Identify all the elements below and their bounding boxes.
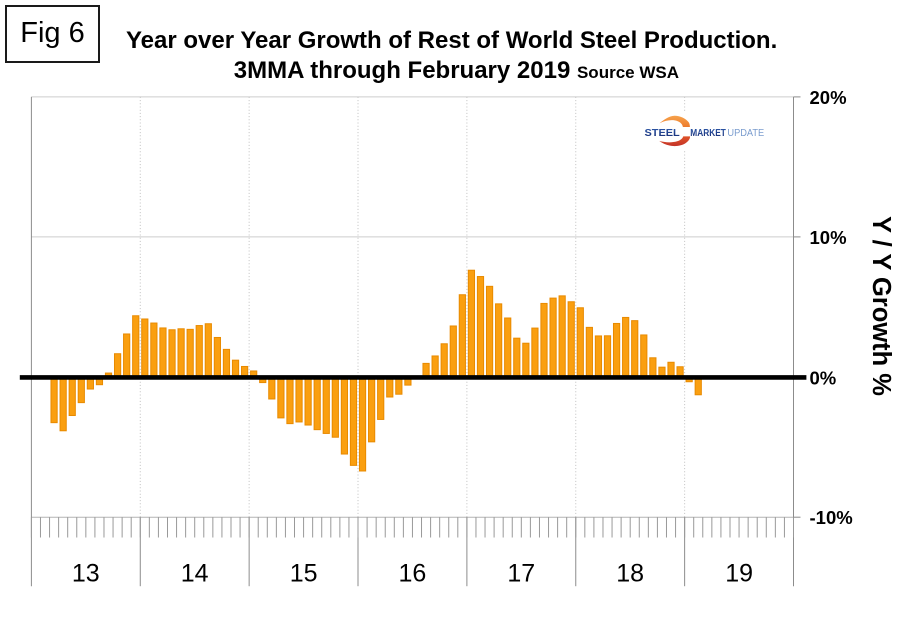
svg-text:MARKET: MARKET	[690, 128, 726, 139]
svg-text:19: 19	[725, 559, 753, 587]
svg-text:Y / Y Growth %: Y / Y Growth %	[867, 216, 895, 396]
svg-text:0%: 0%	[810, 367, 837, 388]
svg-text:16: 16	[398, 559, 426, 587]
svg-text:18: 18	[616, 559, 644, 587]
svg-text:20%: 20%	[810, 87, 847, 108]
svg-text:10%: 10%	[810, 227, 847, 248]
svg-text:17: 17	[507, 559, 535, 587]
svg-text:-10%: -10%	[810, 507, 853, 528]
svg-text:15: 15	[290, 559, 318, 587]
svg-text:UPDATE: UPDATE	[727, 128, 764, 139]
svg-text:13: 13	[72, 559, 100, 587]
svg-text:14: 14	[181, 559, 209, 587]
svg-text:STEEL: STEEL	[645, 128, 680, 139]
